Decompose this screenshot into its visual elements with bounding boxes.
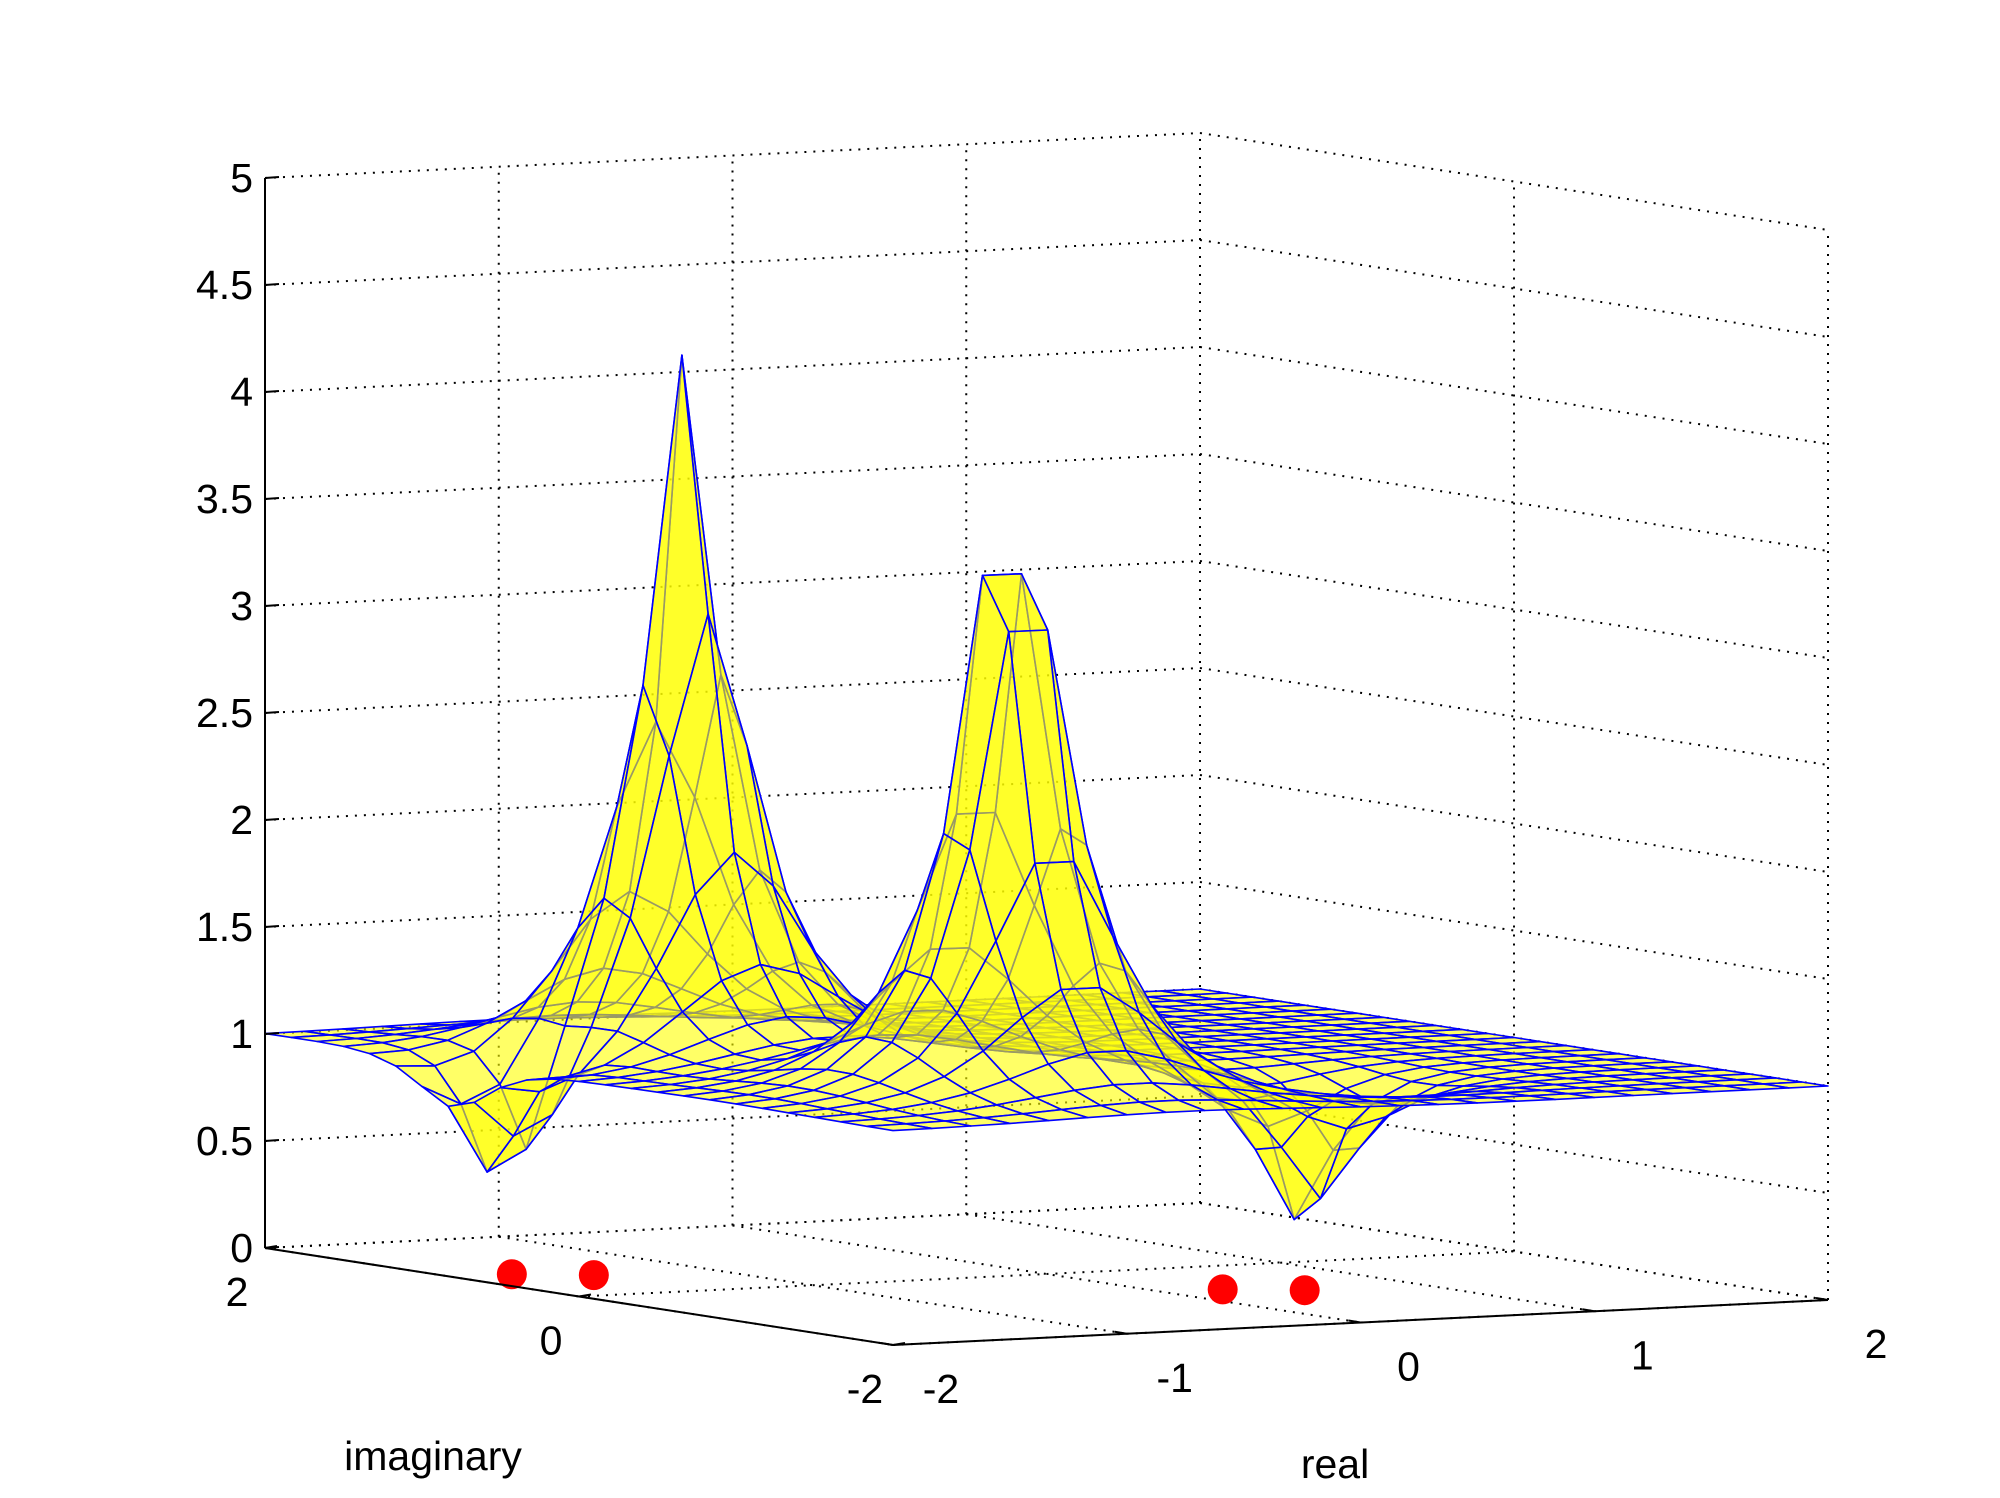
z-tick-label-5: 2.5 (196, 690, 253, 736)
z-tick-mark-10 (264, 176, 280, 179)
z-tick-label-4: 2 (230, 797, 253, 843)
y-tick-label-2: 2 (226, 1269, 249, 1315)
y-tick-mark-2 (264, 1245, 278, 1249)
grid-line-back-z-1 (264, 1095, 1201, 1142)
z-tick-mark-5 (264, 711, 280, 714)
x-axis-label: real (1301, 1441, 1369, 1487)
z-tick-mark-7 (264, 497, 280, 500)
z-tick-label-6: 3 (230, 583, 253, 629)
x-tick-label-2: 0 (1397, 1344, 1420, 1390)
z-tick-mark-4 (264, 818, 280, 821)
x-tick-mark-2 (1348, 1319, 1361, 1324)
grid-line-back-z-9 (264, 239, 1201, 286)
grid-line-side-z-4 (1199, 774, 1829, 873)
z-tick-label-7: 3.5 (196, 476, 253, 522)
grid-line-floor-y-1 (578, 1250, 1515, 1298)
grid-line-back-z-8 (264, 346, 1201, 393)
z-tick-label-2: 1 (230, 1011, 253, 1057)
root-marker-1 (578, 1260, 609, 1291)
root-marker-0 (496, 1259, 527, 1290)
grid-line-back-z-10 (264, 132, 1201, 179)
grid-line-floor-y-2 (264, 1202, 1201, 1249)
z-tick-label-8: 4 (230, 369, 253, 415)
z-tick-label-9: 4.5 (196, 262, 253, 308)
x-tick-label-0: -2 (923, 1366, 959, 1412)
x-tick-mark-3 (1582, 1308, 1595, 1313)
y-tick-label-0: -2 (847, 1366, 883, 1412)
marker-layer (496, 1259, 1320, 1306)
x-tick-mark-1 (1114, 1330, 1127, 1335)
x-tick-label-4: 2 (1865, 1321, 1888, 1367)
axis-layer: 00.511.522.533.544.55-202-2 -1 0 1 2 (196, 155, 1887, 1412)
z-tick-label-3: 1.5 (196, 904, 253, 950)
x-tick-mark-0 (880, 1342, 894, 1346)
z-tick-label-0: 0 (230, 1225, 253, 1271)
x-tick-mark-4 (1815, 1297, 1829, 1301)
z-tick-mark-8 (264, 390, 280, 393)
z-tick-label-1: 0.5 (196, 1118, 253, 1164)
root-marker-2 (1207, 1274, 1238, 1305)
z-tick-mark-2 (264, 1032, 280, 1035)
surface-layer (264, 354, 1829, 1221)
z-tick-mark-9 (264, 283, 280, 286)
y-axis-label: imaginary (344, 1433, 522, 1479)
z-tick-mark-6 (264, 604, 280, 607)
grid-line-back-z-5 (264, 667, 1201, 714)
grid-line-back-z-7 (264, 453, 1201, 500)
y-tick-label-1: 0 (540, 1318, 563, 1364)
z-tick-mark-3 (264, 925, 280, 928)
y-tick-mark-1 (578, 1293, 592, 1298)
x-tick-label-1: -1 (1157, 1355, 1193, 1401)
z-tick-mark-1 (264, 1139, 280, 1142)
grid-line-side-z-3 (1199, 881, 1829, 980)
root-marker-3 (1289, 1275, 1320, 1306)
grid-line-back-z-6 (264, 560, 1201, 607)
x-tick-label-3: 1 (1631, 1332, 1654, 1378)
surface-face-0-23 (865, 1123, 933, 1132)
z-tick-label-10: 5 (230, 155, 253, 201)
